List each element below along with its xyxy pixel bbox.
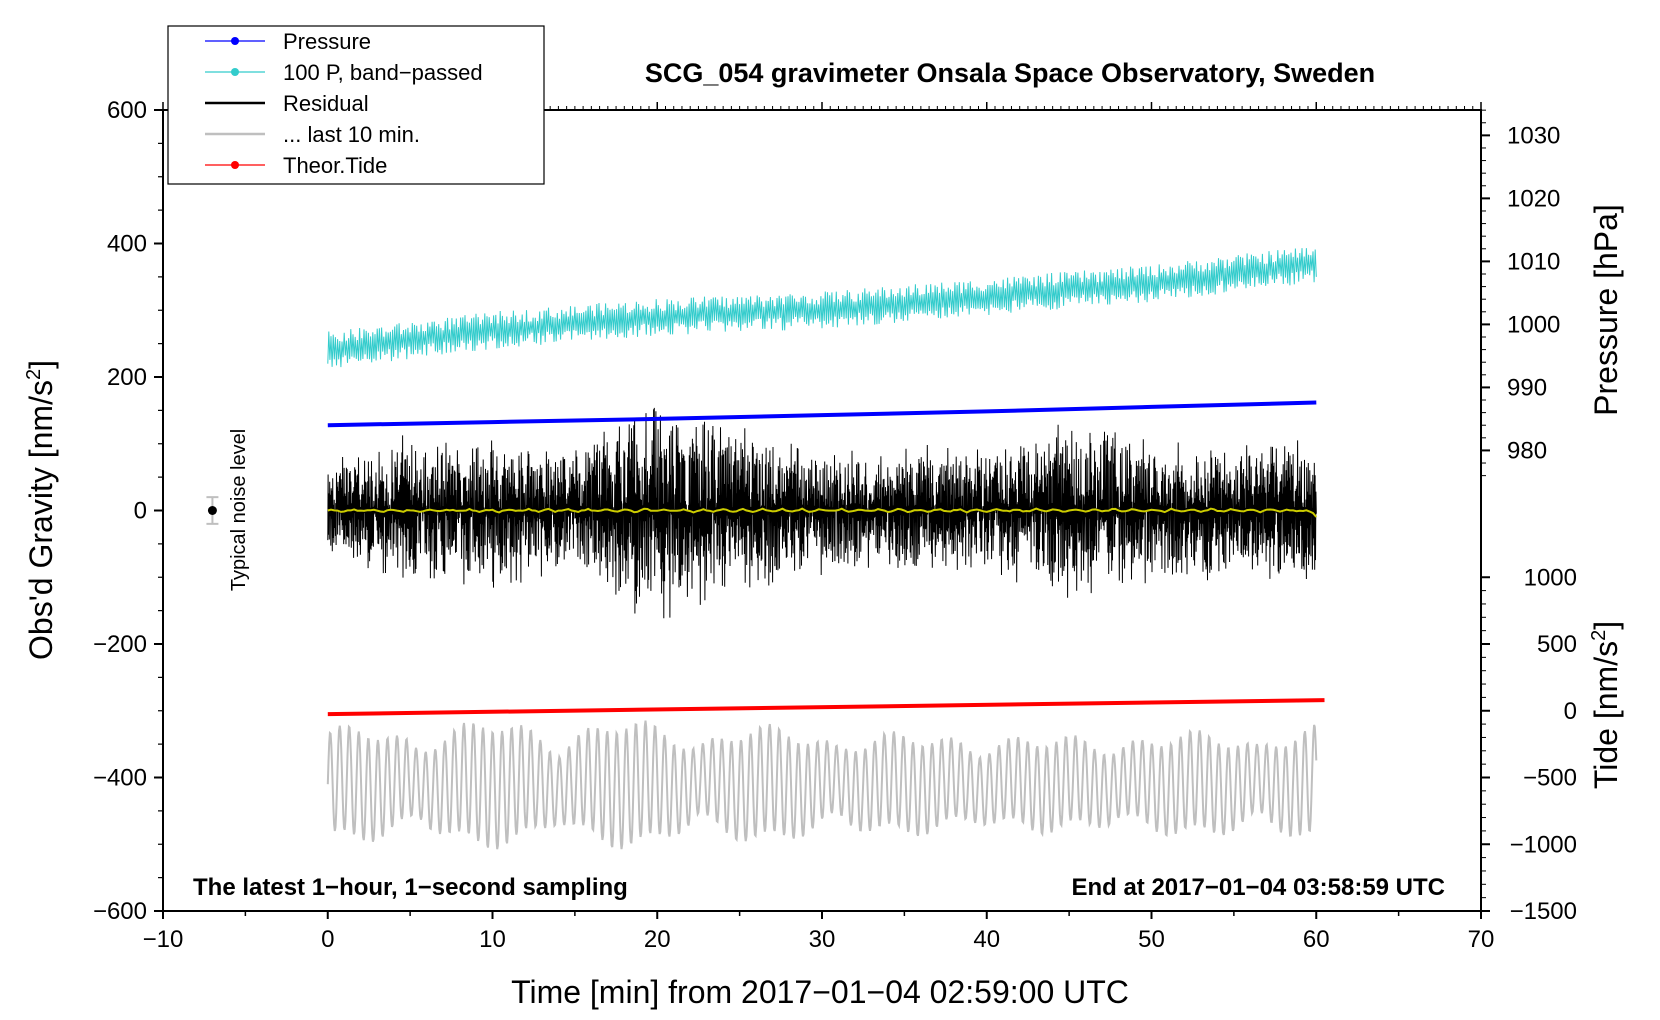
x-axis-label: Time [min] from 2017−01−04 02:59:00 UTC [511, 974, 1129, 1010]
legend-entry: Theor.Tide [205, 153, 387, 178]
x-tick-label: −10 [143, 926, 184, 953]
legend-label: 100 P, band−passed [283, 60, 483, 85]
tide-tick-label: 1000 [1524, 564, 1577, 591]
y-axis-label-left: Obs'd Gravity [nm/s2] [23, 360, 59, 660]
x-tick-label: 40 [973, 926, 1000, 953]
pressure-tick-label: 1020 [1507, 185, 1560, 212]
chart-title: SCG_054 gravimeter Onsala Space Observat… [645, 58, 1375, 88]
y-axis-label-tide-sup: 2 [1588, 630, 1610, 641]
tide-tick-label: −500 [1523, 765, 1577, 792]
y-tick-label: 200 [107, 364, 147, 391]
series-layer [326, 248, 1325, 850]
annotation-bottom-right: End at 2017−01−04 03:58:59 UTC [1071, 874, 1445, 901]
y-axis-label-pressure: Pressure [hPa] [1588, 204, 1624, 416]
series-pressure-bandpassed [327, 248, 1317, 368]
y-tick-label: 600 [107, 97, 147, 124]
legend-entry: 100 P, band−passed [205, 60, 483, 85]
legend: Pressure 100 P, band−passed Residual ... la… [167, 25, 545, 185]
y-axis-label-tide-end: ] [1588, 621, 1624, 630]
series-theoretical-tide [327, 698, 1325, 717]
legend-label: Pressure [283, 29, 371, 54]
y-axis-label-tide: Tide [nm/s2] [1588, 621, 1624, 789]
annotation-bottom-left: The latest 1−hour, 1−second sampling [193, 874, 628, 901]
series-pressure [327, 400, 1317, 428]
legend-marker [231, 37, 239, 45]
y-tick-label: −200 [93, 631, 147, 658]
legend-box [167, 25, 545, 185]
legend-label: Residual [283, 91, 369, 116]
noise-level-marker [206, 496, 219, 525]
x-tick-label: 60 [1303, 926, 1330, 953]
tide-tick-label: 0 [1564, 698, 1577, 725]
x-tick-label: 10 [479, 926, 506, 953]
y-tick-label: −400 [93, 765, 147, 792]
legend-marker [231, 68, 239, 76]
y-tick-label: −600 [93, 898, 147, 925]
y-tick-label: 400 [107, 231, 147, 258]
series-residual-smoothed [327, 507, 1318, 518]
pressure-tick-label: 980 [1507, 437, 1547, 464]
legend-entry: ... last 10 min. [205, 122, 420, 147]
tide-tick-label: −1500 [1510, 898, 1577, 925]
pressure-tick-label: 990 [1507, 374, 1547, 401]
y-axis-label-left-end: ] [23, 360, 59, 369]
legend-entry: Pressure [205, 29, 371, 54]
legend-label: ... last 10 min. [283, 122, 420, 147]
axes-layer: −10 0 10 20 30 40 50 60 70−600−400−2000200400600… [93, 97, 1577, 953]
y-axis-label-left-main: Obs'd Gravity [nm/s [23, 380, 59, 660]
pressure-tick-label: 1000 [1507, 311, 1560, 338]
x-tick-label: 20 [644, 926, 671, 953]
y-axis-label-left-sup: 2 [23, 369, 45, 380]
x-tick-label: 70 [1468, 926, 1495, 953]
x-tick-label: 0 [321, 926, 334, 953]
y-tick-label: 0 [134, 498, 147, 525]
noise-level-point [207, 506, 217, 515]
legend-entry: Residual [205, 91, 369, 116]
legend-label: Theor.Tide [283, 153, 387, 178]
legend-marker [231, 161, 239, 169]
tide-tick-label: 500 [1537, 631, 1577, 658]
series-last-10-min [326, 720, 1318, 850]
y-axis-label-tide-main: Tide [nm/s [1588, 641, 1624, 789]
tide-tick-label: −1000 [1510, 831, 1577, 858]
noise-level-label: Typical noise level [228, 429, 250, 591]
pressure-tick-label: 1030 [1507, 122, 1560, 149]
x-tick-label: 50 [1138, 926, 1165, 953]
series-residual [327, 407, 1317, 619]
x-tick-label: 30 [809, 926, 836, 953]
pressure-tick-label: 1010 [1507, 248, 1560, 275]
